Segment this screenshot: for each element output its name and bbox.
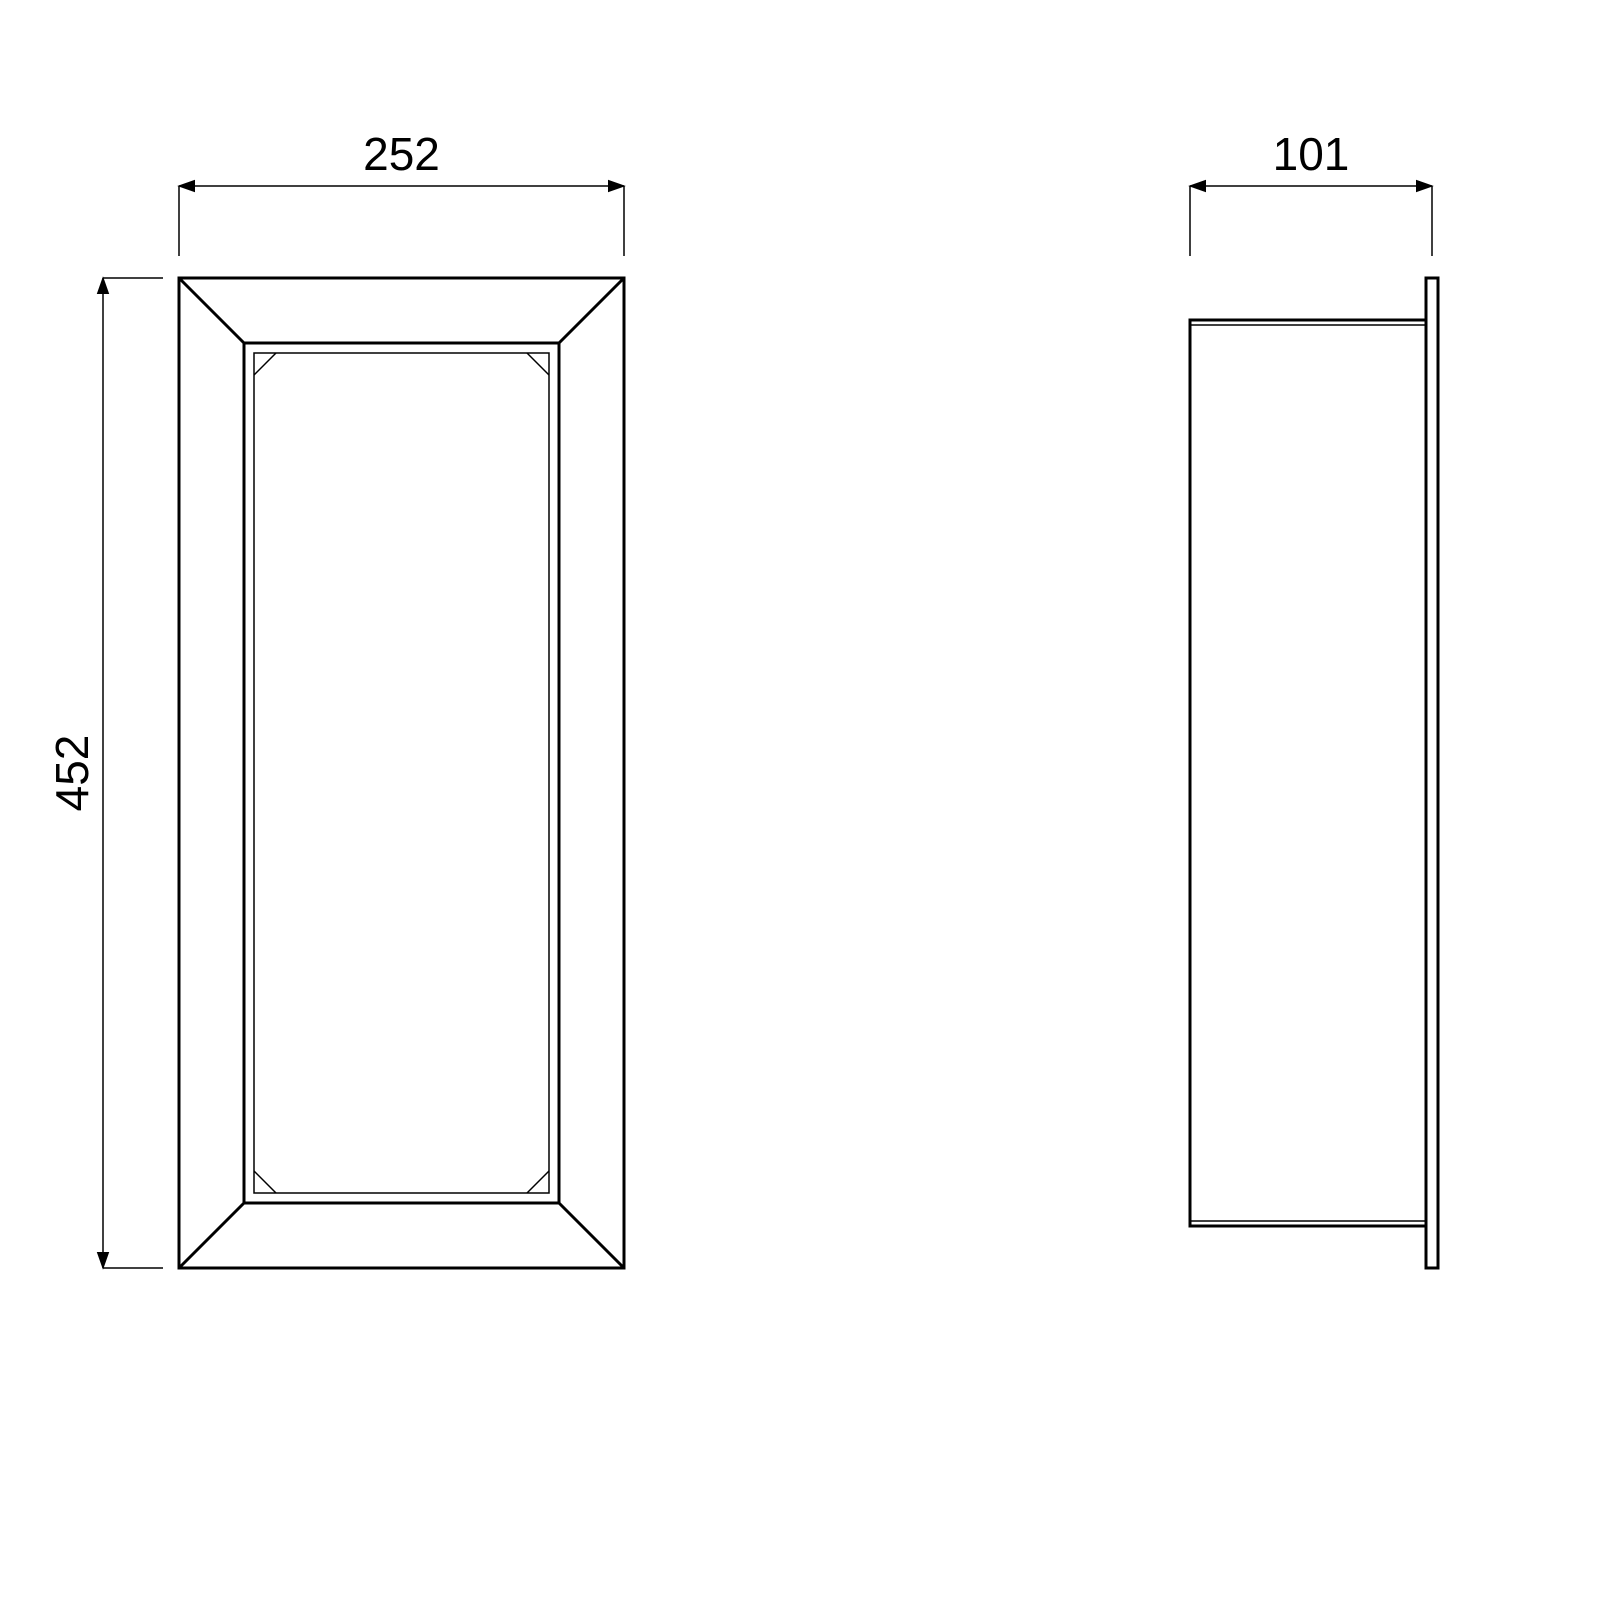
bevel-bl xyxy=(179,1203,244,1268)
front-outer-rect xyxy=(179,278,624,1268)
dim-label: 452 xyxy=(46,735,98,812)
front-inner-thin xyxy=(254,353,549,1193)
bevel-tl xyxy=(179,278,244,343)
dim-label: 101 xyxy=(1273,128,1350,180)
bevel-br xyxy=(559,1203,624,1268)
technical-drawing: 252 101 452 xyxy=(0,0,1600,1600)
side-body xyxy=(1190,320,1426,1226)
bevel-tr xyxy=(559,278,624,343)
dim-label: 252 xyxy=(363,128,440,180)
side-flange xyxy=(1426,278,1438,1268)
front-bevel-rect xyxy=(244,343,559,1203)
